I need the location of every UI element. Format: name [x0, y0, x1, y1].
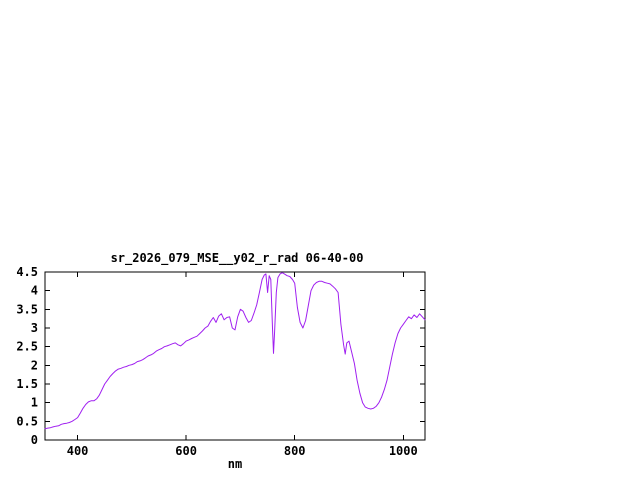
axis-tick-labels: 400 600 800 1000 0 0.5 1 1.5 2 2.5 3 3.5 4 4.5 — [16, 265, 417, 458]
tick-label: 4 — [31, 284, 38, 298]
tick-label: 800 — [284, 444, 306, 458]
tick-label: 2.5 — [16, 340, 38, 354]
spectrum-line — [44, 272, 426, 430]
tick-label: 1 — [31, 396, 38, 410]
plot-border — [44, 271, 426, 441]
tick-label: 3 — [31, 321, 38, 335]
chart-title: sr_2026_079_MSE__y02_r_rad 06-40-00 — [111, 251, 364, 266]
tick-label: 400 — [67, 444, 89, 458]
x-axis-label: nm — [228, 457, 242, 471]
tick-label: 600 — [175, 444, 197, 458]
tick-label: 4.5 — [16, 265, 38, 279]
tick-label: 1.5 — [16, 377, 38, 391]
tick-label: 3.5 — [16, 302, 38, 316]
tick-label: 1000 — [389, 444, 418, 458]
axis-tick-marks — [45, 271, 425, 441]
tick-label: 2 — [31, 358, 38, 372]
tick-label: 0.5 — [16, 414, 38, 428]
tick-label: 0 — [31, 433, 38, 447]
